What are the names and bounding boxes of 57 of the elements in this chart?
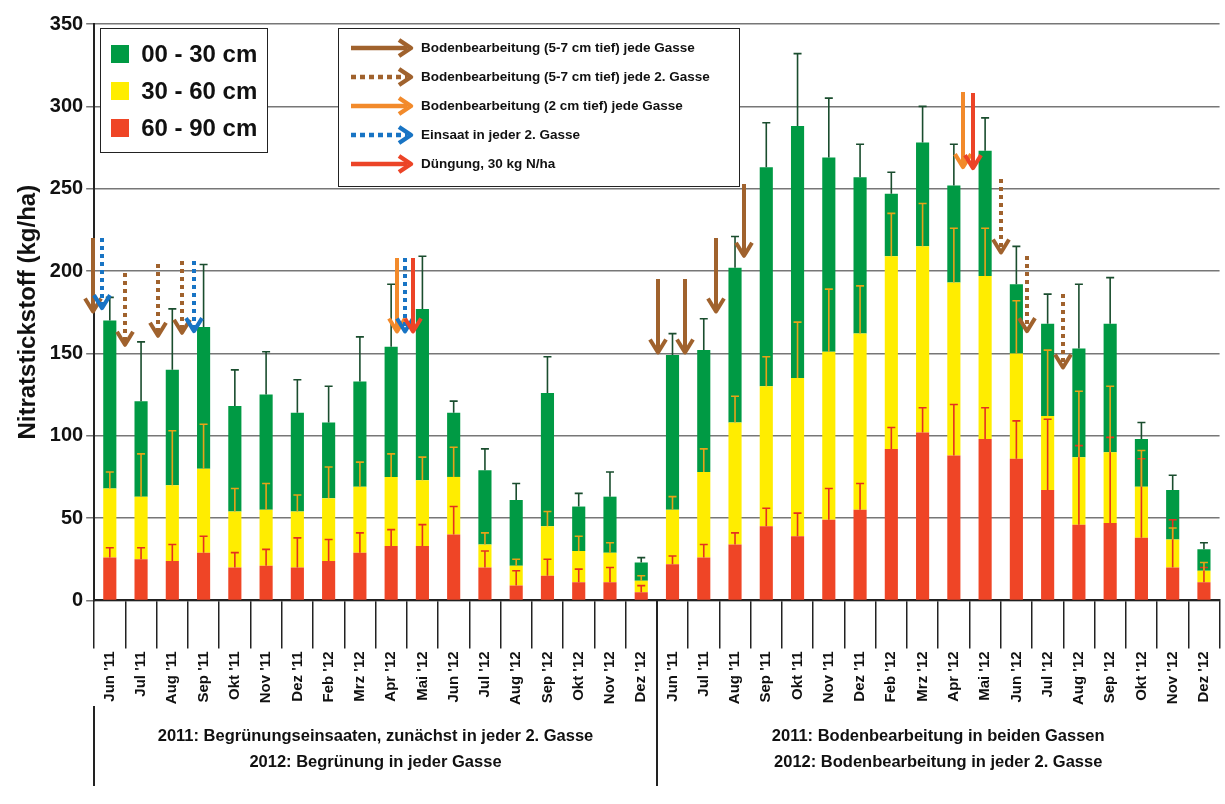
x-tick-label: Jun '11 [99, 651, 117, 702]
x-tick-label: Aug '12 [506, 651, 524, 705]
y-tick-label: 300 [49, 93, 84, 116]
text: 2012: Begrünung in jeder Gasse [248, 751, 503, 772]
x-tick-label: Jun '12 [443, 651, 461, 703]
legend-label: 30 - 60 cm [141, 76, 258, 105]
x-tick-label: Nov '11 [818, 651, 836, 704]
y-tick-label: 100 [49, 423, 84, 446]
x-tick-label: Jul '11 [693, 651, 711, 697]
x-tick-label: Aug '12 [1069, 651, 1087, 705]
x-tick-label: Sep '11 [193, 651, 211, 703]
x-tick-label: Mrz '12 [350, 651, 368, 702]
annotation: Bodenbearbeitung (5-7 cm tief) jede Gasse [421, 40, 695, 55]
x-tick-label: Aug '11 [162, 651, 180, 705]
x-tick-label: Jul '12 [475, 651, 493, 698]
x-tick-label: Sep '11 [756, 651, 774, 703]
x-tick-label: Dez '11 [850, 651, 868, 702]
y-axis-title: Nitratstickstoff (kg/ha) [13, 184, 41, 440]
annotation: Bodenbearbeitung (2 cm tief) jede Gasse [421, 98, 683, 113]
x-tick-label: Aug '11 [725, 651, 743, 705]
annotation: Einsaat in jeder 2. Gasse [421, 127, 581, 142]
annotation: Bodenbearbeitung (5-7 cm tief) jede 2. Gasse [421, 69, 710, 84]
text: 2011: Bodenbearbeitung in beiden Gassen [770, 725, 1106, 746]
x-tick-label: Feb '12 [318, 651, 336, 703]
x-tick-label: Mrz '12 [912, 651, 930, 702]
x-tick-label: Okt '11 [224, 651, 242, 701]
x-tick-label: Nov '12 [600, 651, 618, 705]
y-tick-label: 0 [72, 587, 84, 610]
text: 2011: Begrünungseinsaaten, zunächst in jeder 2. Gasse [156, 725, 595, 746]
x-tick-label: Apr '12 [381, 651, 399, 702]
x-tick-label: Nov '12 [1162, 651, 1180, 705]
x-tick-label: Okt '12 [568, 651, 586, 701]
x-tick-label: Apr '12 [943, 651, 961, 702]
x-tick-label: Jun '12 [1006, 651, 1024, 703]
x-tick-label: Mai '12 [412, 651, 430, 701]
x-tick-label: Sep '12 [537, 651, 555, 704]
annotation: Düngung, 30 kg N/ha [421, 156, 556, 171]
y-tick-label: 250 [49, 176, 84, 199]
legend-label: 00 - 30 cm [141, 39, 258, 68]
x-tick-label: Mai '12 [975, 651, 993, 701]
x-tick-label: Nov '11 [256, 651, 274, 704]
x-tick-label: Sep '12 [1100, 651, 1118, 704]
x-tick-label: Jul '12 [1037, 651, 1055, 698]
text: 2012: Bodenbearbeitung in jeder 2. Gasse [773, 751, 1104, 772]
x-tick-label: Okt '12 [1131, 651, 1149, 701]
x-tick-label: Feb '12 [881, 651, 899, 703]
x-tick-label: Jul '11 [131, 651, 149, 697]
x-tick-label: Dez '12 [1194, 651, 1212, 703]
y-tick-label: 50 [60, 505, 84, 528]
y-tick-label: 200 [49, 258, 84, 281]
x-tick-label: Dez '11 [287, 651, 305, 702]
legend-label: 60 - 90 cm [141, 113, 258, 142]
y-tick-label: 350 [49, 11, 84, 34]
y-tick-label: 150 [49, 340, 84, 363]
x-tick-label: Dez '12 [631, 651, 649, 703]
x-tick-label: Jun '11 [662, 651, 680, 702]
x-tick-label: Okt '11 [787, 651, 805, 701]
